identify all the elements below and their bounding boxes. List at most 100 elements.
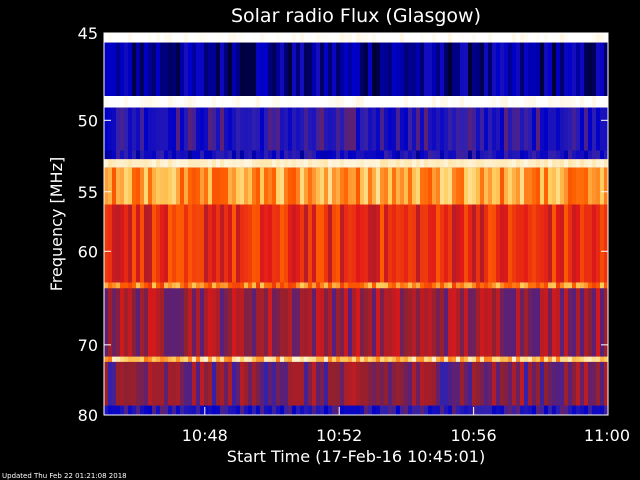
- spectrogram-cell: [400, 204, 405, 283]
- spectrogram-cell: [312, 282, 317, 289]
- spectrogram-cell: [556, 33, 561, 43]
- spectrogram-cell: [344, 96, 349, 108]
- x-axis: 10:48 10:52 10:56 11:00: [182, 407, 630, 445]
- spectrogram-cell: [600, 107, 605, 151]
- spectrogram-cell: [308, 204, 313, 283]
- spectrogram-cell: [108, 150, 113, 160]
- spectrogram-cell: [392, 282, 397, 289]
- spectrogram-cell: [540, 167, 545, 205]
- spectrogram-cell: [476, 159, 481, 168]
- spectrogram-cell: [220, 42, 225, 97]
- spectrogram-cell: [320, 150, 325, 160]
- spectrogram-cell: [352, 288, 357, 357]
- spectrogram-cell: [512, 204, 517, 283]
- spectrogram-cell: [436, 107, 441, 151]
- spectrogram-cell: [284, 204, 289, 283]
- spectrogram-cell: [360, 159, 365, 168]
- spectrogram-cell: [168, 96, 173, 108]
- spectrogram-cell: [588, 288, 593, 357]
- spectrogram-cell: [516, 361, 521, 406]
- spectrogram-cell: [380, 96, 385, 108]
- spectrogram-cell: [352, 96, 357, 108]
- spectrogram-cell: [116, 159, 121, 168]
- spectrogram-cell: [240, 33, 245, 43]
- spectrogram-cell: [256, 42, 261, 97]
- spectrogram-cell: [464, 159, 469, 168]
- spectrogram-cell: [288, 96, 293, 108]
- spectrogram-cell: [532, 288, 537, 357]
- spectrogram-cell: [316, 204, 321, 283]
- spectrogram-cell: [132, 107, 137, 151]
- spectrogram-cell: [268, 42, 273, 97]
- spectrogram-cell: [584, 159, 589, 168]
- spectrogram-cell: [236, 282, 241, 289]
- spectrogram-cell: [368, 167, 373, 205]
- spectrogram-cell: [116, 361, 121, 406]
- spectrogram-cell: [252, 361, 257, 406]
- spectrogram-cell: [224, 361, 229, 406]
- spectrogram-cell: [328, 96, 333, 108]
- spectrogram-cell: [116, 167, 121, 205]
- spectrogram-cell: [128, 107, 133, 151]
- spectrogram-cell: [352, 282, 357, 289]
- spectrogram-cell: [332, 167, 337, 205]
- spectrogram-cell: [404, 107, 409, 151]
- spectrogram-cell: [268, 282, 273, 289]
- spectrogram-cell: [340, 204, 345, 283]
- spectrogram-cell: [192, 204, 197, 283]
- spectrogram-cell: [308, 96, 313, 108]
- spectrogram-cell: [568, 167, 573, 205]
- spectrogram-cell: [396, 361, 401, 406]
- spectrogram-cell: [236, 167, 241, 205]
- spectrogram-cell: [324, 204, 329, 283]
- spectrogram-cell: [216, 42, 221, 97]
- spectrogram-cell: [248, 42, 253, 97]
- spectrogram-cell: [384, 42, 389, 97]
- spectrogram-cell: [504, 96, 509, 108]
- spectrogram-cell: [256, 96, 261, 108]
- spectrogram-cell: [280, 356, 285, 362]
- spectrogram-cell: [360, 107, 365, 151]
- spectrogram-cell: [396, 356, 401, 362]
- spectrogram-cell: [552, 204, 557, 283]
- spectrogram-cell: [208, 288, 213, 357]
- spectrogram-cell: [316, 159, 321, 168]
- spectrogram-cell: [548, 356, 553, 362]
- spectrogram-cell: [288, 356, 293, 362]
- spectrogram-cell: [460, 361, 465, 406]
- spectrogram-cell: [164, 42, 169, 97]
- spectrogram-cell: [400, 159, 405, 168]
- spectrogram-cell: [600, 204, 605, 283]
- chart-title: Solar radio Flux (Glasgow): [231, 5, 481, 27]
- spectrogram-cell: [116, 204, 121, 283]
- spectrogram-cell: [592, 159, 597, 168]
- spectrogram-cell: [152, 204, 157, 283]
- spectrogram-cell: [588, 159, 593, 168]
- spectrogram-cell: [104, 204, 109, 283]
- spectrogram-cell: [120, 150, 125, 160]
- spectrogram-cell: [208, 159, 213, 168]
- spectrogram-cell: [236, 42, 241, 97]
- spectrogram-cell: [304, 33, 309, 43]
- spectrogram-cell: [312, 167, 317, 205]
- spectrogram-cell: [552, 96, 557, 108]
- spectrogram-cell: [476, 356, 481, 362]
- spectrogram-cell: [236, 150, 241, 160]
- spectrogram-cell: [212, 107, 217, 151]
- spectrogram-cell: [304, 42, 309, 97]
- spectrogram-cell: [540, 42, 545, 97]
- spectrogram-cell: [392, 204, 397, 283]
- spectrogram-cell: [132, 361, 137, 406]
- spectrogram-cell: [380, 204, 385, 283]
- spectrogram-cell: [324, 159, 329, 168]
- spectrogram-cell: [200, 167, 205, 205]
- spectrogram-cell: [480, 96, 485, 108]
- spectrogram-cell: [392, 159, 397, 168]
- spectrogram-cell: [404, 288, 409, 357]
- spectrogram-cell: [348, 361, 353, 406]
- spectrogram-cell: [212, 150, 217, 160]
- spectrogram-cell: [116, 150, 121, 160]
- spectrogram-cell: [480, 167, 485, 205]
- spectrogram-cell: [504, 107, 509, 151]
- spectrogram-cell: [484, 33, 489, 43]
